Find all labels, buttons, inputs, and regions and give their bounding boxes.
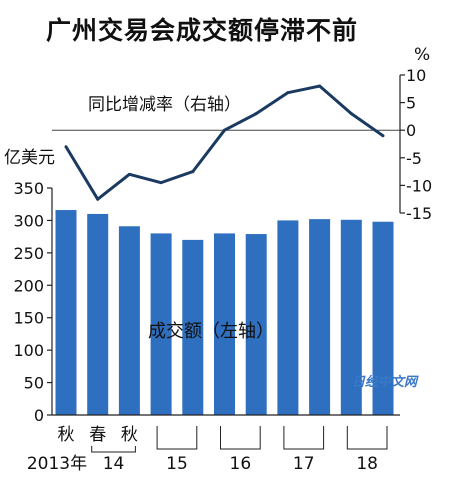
bar-2 [87,213,109,415]
year-label: 17 [293,454,315,474]
year-bracket-2015 [156,426,198,450]
bar-11 [372,221,394,415]
growth-rate-point-1 [64,145,68,149]
growth-rate-point-6 [223,128,226,132]
bar-5 [182,239,204,415]
year-bracket-2014 [91,446,136,453]
bar-6 [214,233,235,415]
year-label: 18 [356,454,378,474]
labels-layer: 050100150200250300350亿美元1050-5-10-15%同比增… [4,45,432,474]
right-tick-label: 0 [406,121,416,140]
season-label: 秋 [121,425,138,445]
left-tick-label: 150 [13,309,44,328]
left-tick-label: 250 [13,244,44,263]
year-bracket-2016 [220,426,261,450]
season-label: 秋 [58,425,75,445]
line-series-label: 同比增减率（右轴） [88,95,241,115]
left-axis-unit: 亿美元 [4,148,55,168]
right-tick-label: -5 [406,149,422,168]
bars-layer [55,210,394,415]
growth-rate-point-8 [286,91,290,95]
year-bracket-2017 [283,426,325,450]
year-label: 16 [230,454,252,474]
growth-rate-point-10 [349,112,353,116]
right-tick-label: 10 [406,66,426,85]
left-tick-label: 50 [24,374,44,393]
bar-4 [150,233,172,415]
year-label: 2013年 [27,454,87,474]
bar-7 [245,234,267,415]
growth-rate-point-3 [127,172,131,176]
bar-8 [277,220,299,415]
growth-rate-point-9 [318,84,322,88]
growth-rate-point-4 [159,181,163,185]
left-tick-label: 350 [13,179,44,198]
left-tick-label: 100 [13,341,44,360]
left-tick-label: 200 [13,276,44,295]
right-tick-label: -10 [406,176,432,195]
right-tick-label: -15 [406,204,432,223]
right-axis-unit: % [414,45,430,65]
year-label: 14 [103,454,125,474]
season-label: 春 [89,425,106,445]
growth-rate-point-2 [96,197,100,201]
bar-1 [55,210,77,415]
bar-9 [309,219,331,415]
chart-title: 广州交易会成交额停滞不前 [46,16,359,45]
growth-rate-point-11 [381,134,385,138]
growth-rate-point-5 [191,170,195,174]
right-tick-label: 5 [406,94,416,113]
watermark-logo: 日经中文网 [352,374,419,390]
bar-10 [340,219,362,415]
left-tick-label: 300 [13,211,44,230]
bar-3 [118,226,140,415]
growth-rate-point-7 [254,112,258,116]
year-bracket-2018 [346,426,388,450]
year-label: 15 [166,454,188,474]
line-layer [64,84,385,201]
bar-series-label: 成交额（左轴） [148,321,274,342]
left-tick-label: 0 [34,406,44,425]
